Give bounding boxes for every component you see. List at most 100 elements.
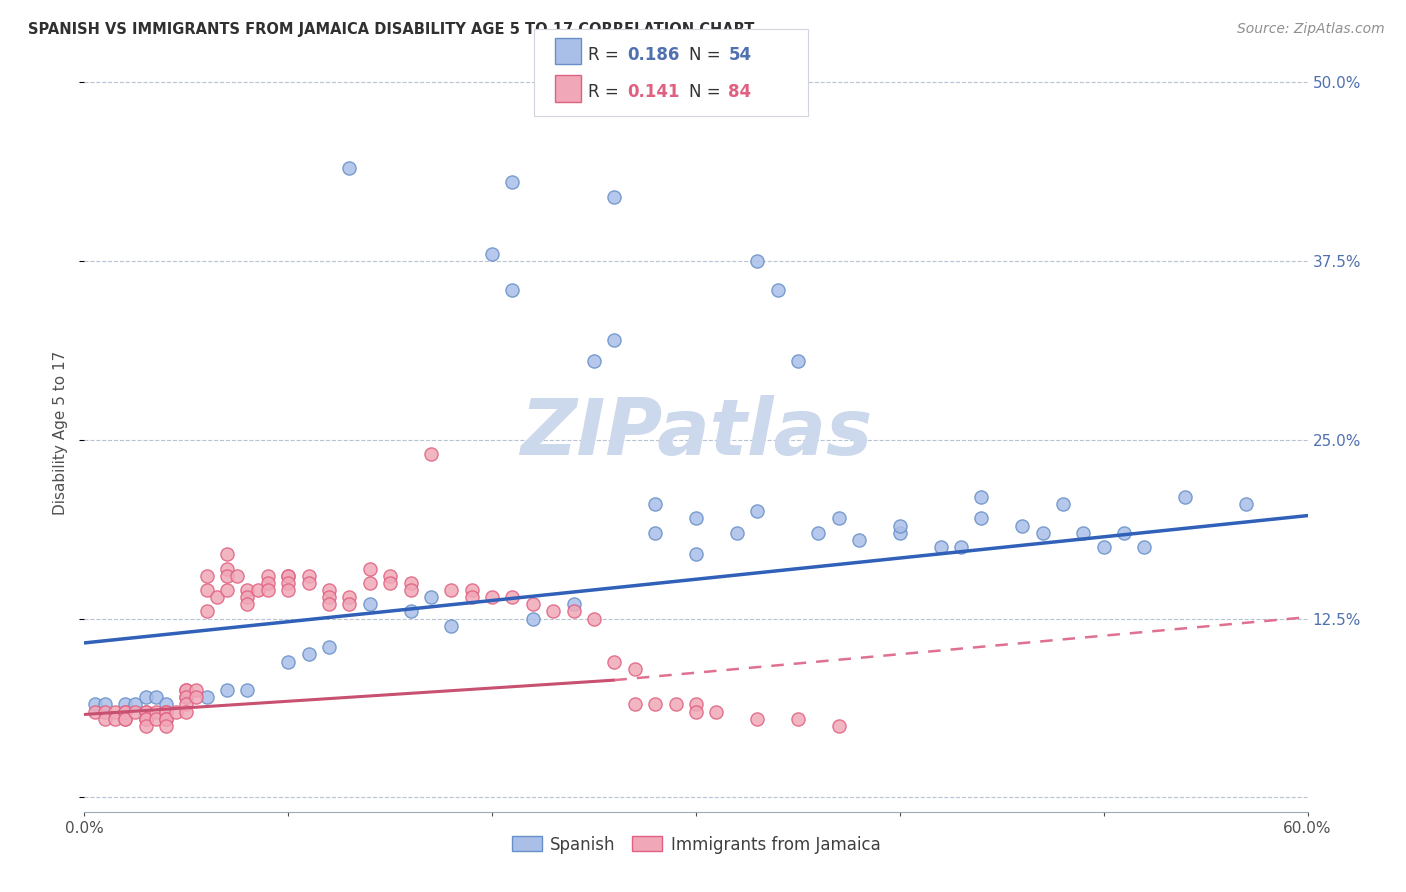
Point (195, 568, 218, 582)
Point (603, 189, 626, 203)
Point (522, 611, 544, 625)
Point (889, 525, 911, 540)
Point (145, 705, 167, 719)
Point (205, 590, 228, 604)
Text: 54: 54 (728, 46, 751, 64)
Point (339, 161, 361, 175)
Point (186, 690, 208, 705)
Text: 0.141: 0.141 (627, 83, 679, 101)
Point (318, 640, 340, 655)
Point (950, 540, 973, 554)
Point (195, 582, 218, 597)
Point (562, 604, 585, 618)
Point (104, 712, 127, 726)
Point (828, 511, 851, 525)
Point (339, 590, 361, 604)
Point (766, 283, 789, 297)
Point (624, 698, 647, 712)
Point (155, 705, 177, 719)
Point (93, 698, 115, 712)
Point (399, 582, 422, 597)
Point (217, 683, 239, 698)
Point (217, 561, 239, 575)
Point (114, 712, 136, 726)
Point (1011, 518, 1033, 533)
Point (174, 705, 197, 719)
Point (807, 525, 830, 540)
Point (522, 597, 544, 611)
Point (257, 575, 280, 590)
Point (848, 533, 870, 547)
Point (174, 698, 197, 712)
Point (461, 590, 484, 604)
Point (174, 690, 197, 705)
Text: Source: ZipAtlas.com: Source: ZipAtlas.com (1237, 22, 1385, 37)
Text: R =: R = (588, 83, 624, 101)
Point (217, 568, 239, 582)
Point (236, 597, 259, 611)
Point (195, 604, 218, 618)
Point (644, 698, 666, 712)
Point (889, 518, 911, 533)
Point (124, 698, 146, 712)
Point (1032, 525, 1054, 540)
Point (1073, 525, 1095, 540)
Point (114, 698, 136, 712)
Point (420, 447, 443, 461)
Point (706, 705, 728, 719)
Point (155, 712, 177, 726)
Point (174, 683, 197, 698)
Point (502, 175, 524, 189)
Point (83, 705, 105, 719)
Point (174, 683, 197, 698)
Point (562, 597, 585, 611)
Point (603, 655, 626, 669)
Point (277, 568, 299, 582)
Point (277, 582, 299, 597)
Point (114, 712, 136, 726)
Point (277, 575, 299, 590)
Point (155, 719, 177, 733)
Point (104, 705, 127, 719)
Point (318, 582, 340, 597)
Point (217, 582, 239, 597)
Point (236, 582, 259, 597)
Point (124, 705, 146, 719)
Y-axis label: Disability Age 5 to 17: Disability Age 5 to 17 (53, 351, 69, 515)
Point (747, 254, 769, 268)
Point (135, 712, 157, 726)
Point (114, 705, 136, 719)
Point (114, 705, 136, 719)
Point (481, 590, 503, 604)
Point (217, 547, 239, 561)
Point (970, 511, 993, 525)
Point (603, 333, 626, 347)
Point (929, 540, 952, 554)
Point (277, 568, 299, 582)
Point (583, 354, 606, 368)
Point (135, 705, 157, 719)
Point (93, 712, 115, 726)
Point (165, 705, 187, 719)
Point (1236, 497, 1258, 511)
Point (747, 712, 769, 726)
Text: N =: N = (689, 46, 725, 64)
Point (135, 719, 157, 733)
Point (135, 705, 157, 719)
Point (440, 619, 463, 633)
Text: 0.186: 0.186 (627, 46, 679, 64)
Point (186, 683, 208, 698)
Point (83, 698, 105, 712)
Point (828, 719, 851, 733)
Point (380, 568, 402, 582)
Point (1174, 490, 1197, 504)
Point (787, 712, 810, 726)
Point (257, 568, 280, 582)
Point (298, 568, 321, 582)
Point (685, 705, 707, 719)
Point (155, 698, 177, 712)
Point (787, 354, 810, 368)
Point (236, 590, 259, 604)
Point (236, 683, 259, 698)
Point (359, 561, 381, 575)
